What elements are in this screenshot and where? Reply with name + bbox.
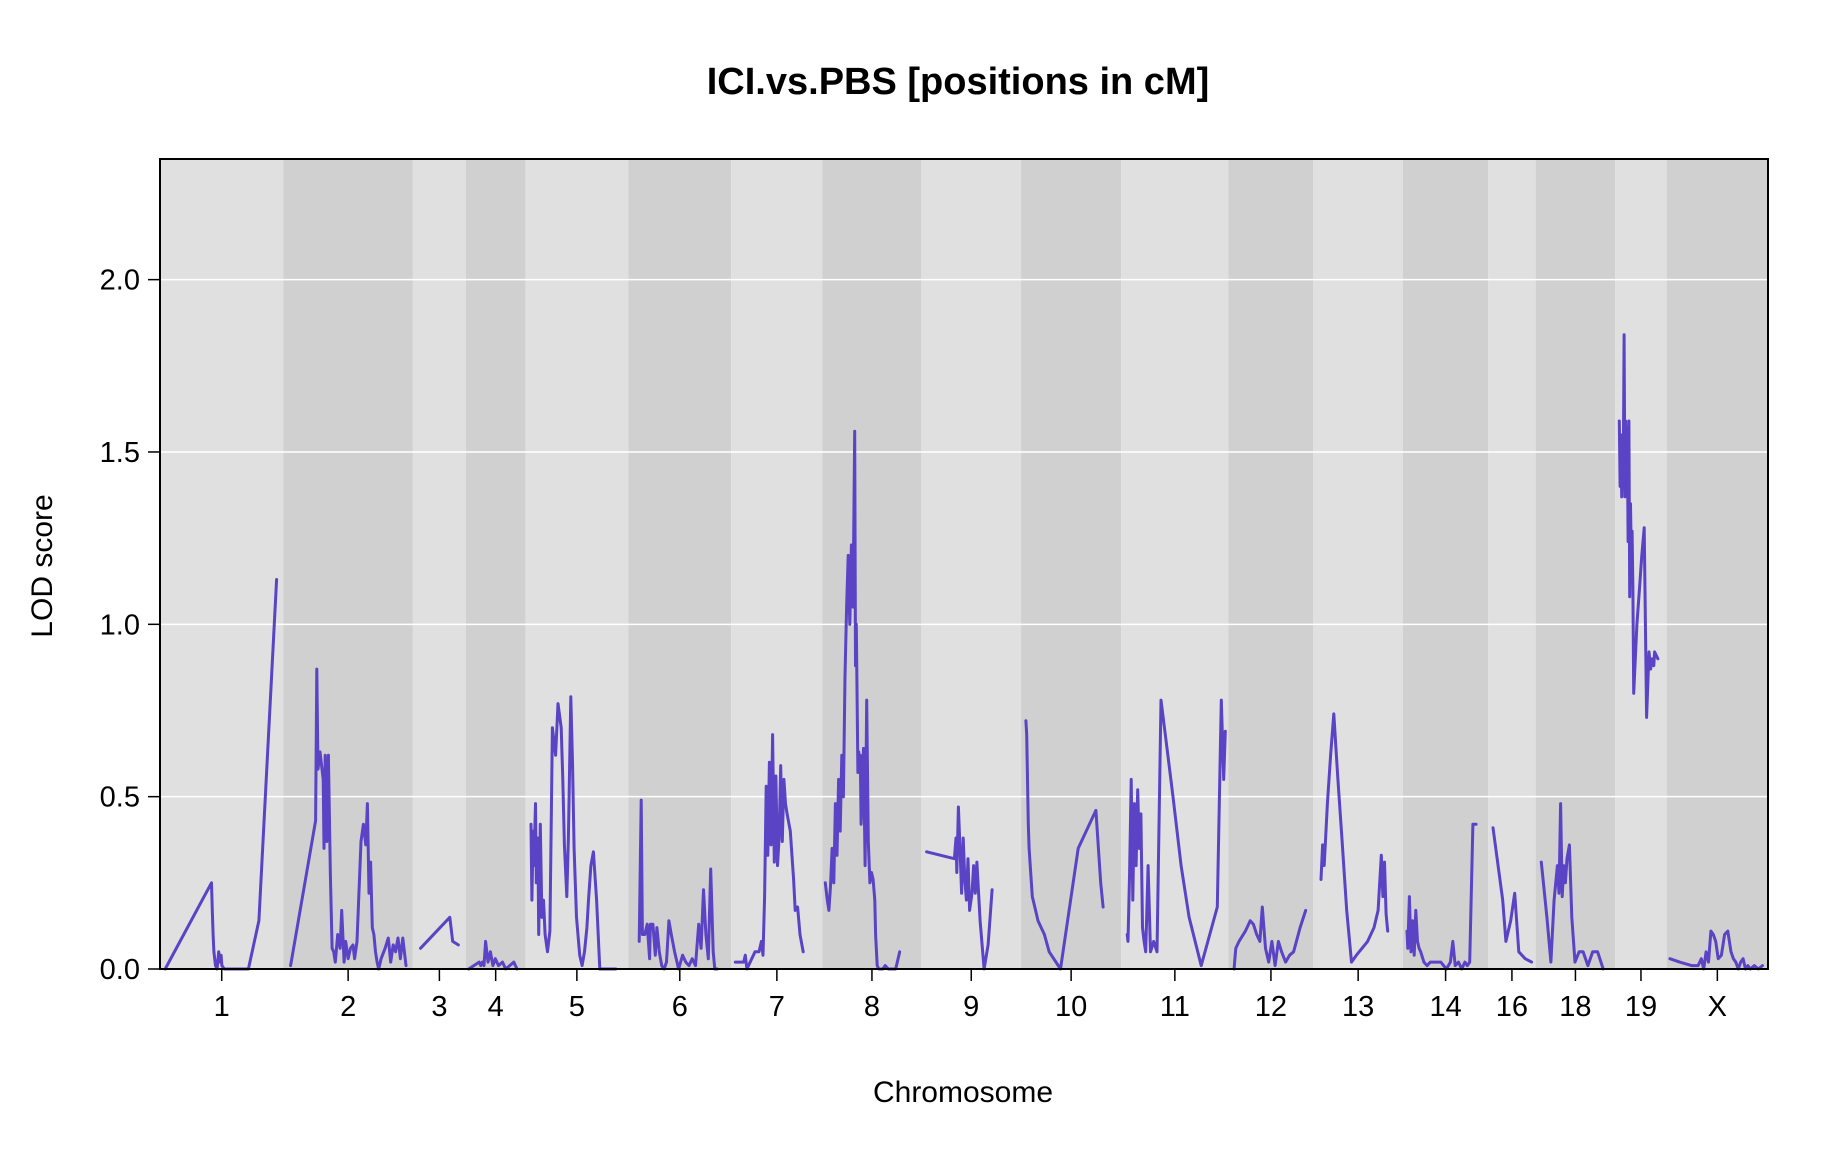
chromosome-band-X [1666,159,1768,969]
x-tick-label: 16 [1496,991,1528,1023]
lod-line-chr-9 [925,805,994,971]
lod-line-chr-7 [733,733,805,971]
y-tick-label: 0.5 [100,782,140,814]
lod-line-chr-18 [1539,802,1605,971]
lod-line-chr-5 [529,695,618,971]
x-tick-label: 8 [864,991,880,1023]
lod-line-chr-8 [823,429,902,971]
y-gridlines [160,278,1768,798]
y-tick-label: 0.0 [100,954,140,986]
chromosome-band-10 [1021,159,1122,969]
lod-line-chr-10 [1024,719,1105,971]
lod-line-chr-13 [1319,712,1390,964]
lod-line-chr-14 [1405,822,1478,971]
x-tick-label: X [1708,991,1727,1023]
y-axis: 0.0 0.5 1.0 1.5 2.0 [100,265,160,986]
x-tick-label: 14 [1429,991,1461,1023]
lod-line-chr-16 [1491,826,1534,964]
chromosome-band-18 [1535,159,1616,969]
x-tick-label: 2 [340,991,356,1023]
x-tick-label: 5 [569,991,585,1023]
x-tick-label: 9 [963,991,979,1023]
chromosome-band-2 [283,159,413,969]
lod-line-chr-12 [1232,905,1308,971]
lod-series [163,333,1764,971]
x-axis: 1 2 3 4 5 6 7 8 9 10 11 12 13 14 16 18 19 X [214,969,1727,1023]
y-tick-label: 2.0 [100,265,140,297]
lod-line-chr-X [1668,929,1764,971]
x-tick-label: 13 [1342,991,1374,1023]
x-tick-label: 10 [1055,991,1087,1023]
y-tick-label: 1.5 [100,437,140,469]
chart-title: ICI.vs.PBS [positions in cM] [707,61,1210,103]
x-axis-label: Chromosome [873,1076,1053,1109]
lod-line-chr-11 [1125,698,1227,968]
chromosome-band-6 [628,159,732,969]
chromosome-band-5 [525,159,629,969]
lod-line-chr-4 [467,939,519,971]
x-tick-label: 1 [214,991,230,1023]
lod-line-chr-19 [1617,333,1660,719]
y-axis-label: LOD score [26,494,59,637]
chromosome-band-1 [160,159,284,969]
chromosome-band-3 [412,159,466,969]
chromosome-bands [160,159,1768,969]
lod-line-chr-2 [289,667,408,971]
plot-frame [159,158,1769,970]
chromosome-band-4 [465,159,526,969]
chromosome-band-14 [1402,159,1489,969]
x-tick-label: 11 [1160,991,1190,1023]
lod-line-chr-3 [419,915,460,950]
x-tick-label: 6 [672,991,688,1023]
x-tick-label: 4 [488,991,504,1023]
x-tick-label: 3 [431,991,447,1023]
chromosome-band-9 [921,159,1022,969]
lod-line-chr-6 [637,798,719,971]
x-tick-label: 19 [1625,991,1657,1023]
x-tick-label: 18 [1559,991,1591,1023]
y-tick-label: 1.0 [100,609,140,641]
chromosome-band-13 [1313,159,1403,969]
chromosome-band-16 [1488,159,1536,969]
x-tick-label: 7 [769,991,785,1023]
chromosome-band-8 [822,159,922,969]
chromosome-band-12 [1228,159,1314,969]
x-tick-label: 12 [1255,991,1287,1023]
